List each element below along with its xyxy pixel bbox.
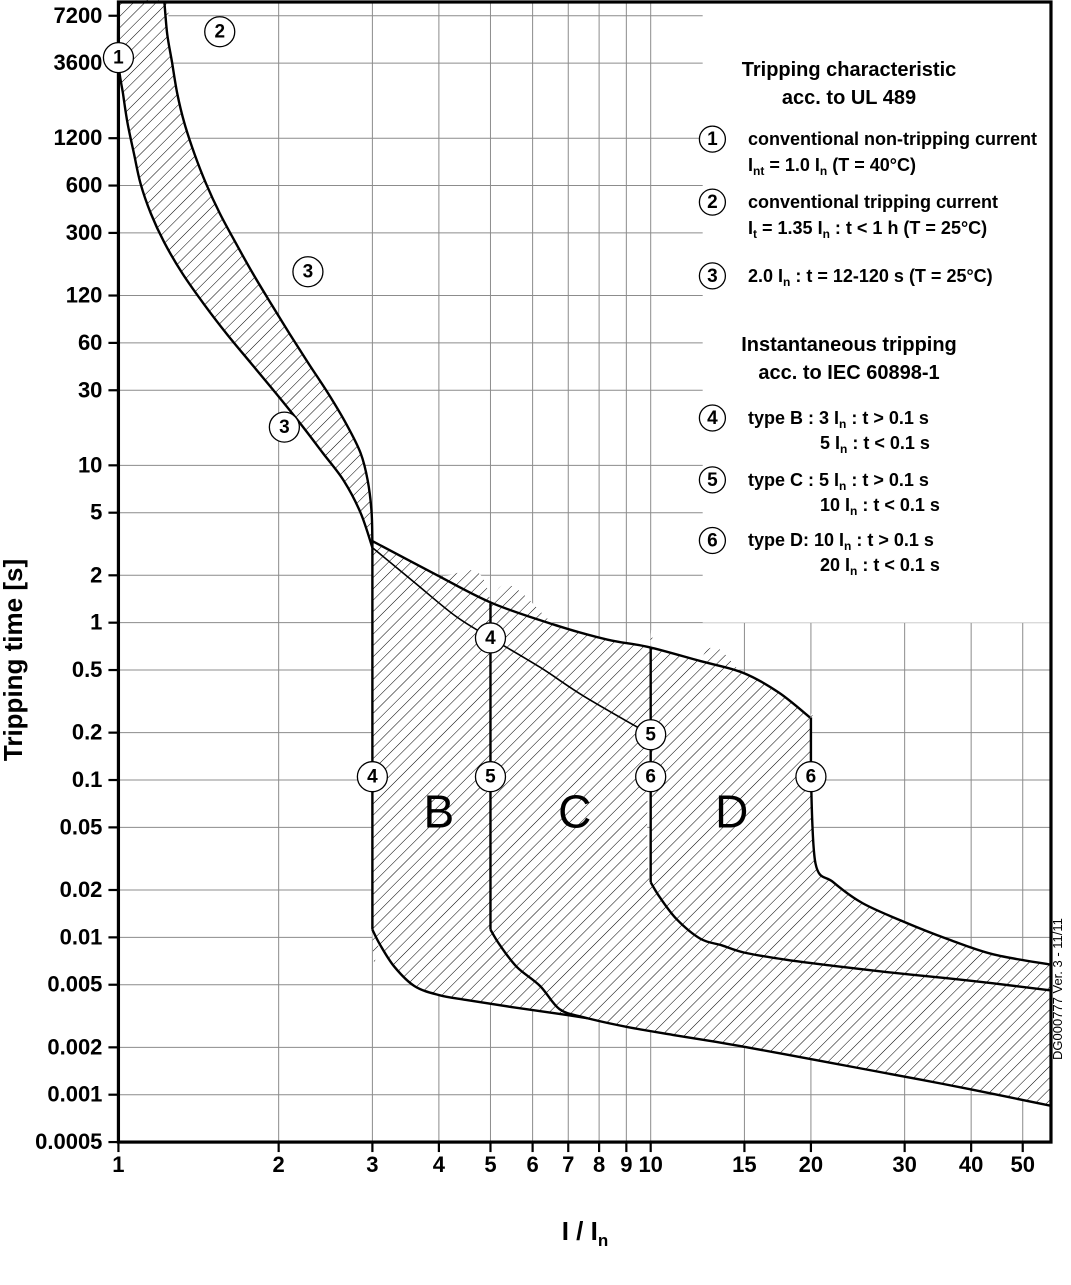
svg-text:acc. to UL 489: acc. to UL 489 xyxy=(782,87,916,109)
svg-text:0.002: 0.002 xyxy=(47,1034,102,1059)
svg-text:3: 3 xyxy=(279,417,290,438)
svg-text:Tripping characteristic: Tripping characteristic xyxy=(742,59,957,81)
svg-text:1200: 1200 xyxy=(53,125,102,150)
svg-text:50: 50 xyxy=(1010,1152,1034,1177)
svg-text:B: B xyxy=(424,785,455,837)
svg-text:6: 6 xyxy=(707,531,718,552)
svg-text:3600: 3600 xyxy=(53,50,102,75)
svg-text:type B : 3 In : t > 0.1 s: type B : 3 In : t > 0.1 s xyxy=(748,408,929,431)
svg-text:5 In : t < 0.1 s: 5 In : t < 0.1 s xyxy=(820,433,930,456)
svg-text:7: 7 xyxy=(562,1152,574,1177)
svg-text:0.5: 0.5 xyxy=(72,657,103,682)
svg-text:D: D xyxy=(715,785,748,837)
svg-text:Instantaneous tripping: Instantaneous tripping xyxy=(741,334,957,356)
svg-text:2: 2 xyxy=(90,562,102,587)
svg-text:300: 300 xyxy=(66,220,103,245)
svg-text:4: 4 xyxy=(367,767,378,788)
svg-text:DG000777 Ver. 3 - 11/11: DG000777 Ver. 3 - 11/11 xyxy=(1050,918,1065,1060)
svg-text:15: 15 xyxy=(732,1152,756,1177)
svg-text:2: 2 xyxy=(707,192,718,213)
svg-text:1: 1 xyxy=(707,129,718,150)
svg-text:30: 30 xyxy=(78,377,102,402)
svg-text:acc. to IEC 60898-1: acc. to IEC 60898-1 xyxy=(758,362,939,384)
svg-text:It = 1.35 In : t < 1 h (T = 25: It = 1.35 In : t < 1 h (T = 25°C) xyxy=(748,218,987,241)
svg-text:0.1: 0.1 xyxy=(72,767,103,792)
svg-text:0.05: 0.05 xyxy=(60,814,103,839)
svg-text:0.01: 0.01 xyxy=(60,924,103,949)
svg-text:1: 1 xyxy=(112,1152,124,1177)
svg-text:30: 30 xyxy=(892,1152,916,1177)
svg-text:6: 6 xyxy=(806,767,817,788)
svg-text:120: 120 xyxy=(66,283,103,308)
svg-text:10: 10 xyxy=(78,452,102,477)
svg-text:4: 4 xyxy=(707,408,718,429)
svg-text:2: 2 xyxy=(273,1152,285,1177)
svg-text:0.0005: 0.0005 xyxy=(35,1129,102,1154)
svg-text:3: 3 xyxy=(707,266,718,287)
svg-text:0.001: 0.001 xyxy=(47,1082,102,1107)
svg-text:Int = 1.0 In (T = 40°C): Int = 1.0 In (T = 40°C) xyxy=(748,155,916,178)
svg-text:5: 5 xyxy=(645,725,656,746)
svg-text:2: 2 xyxy=(214,22,225,43)
svg-text:3: 3 xyxy=(303,262,314,283)
svg-text:0.2: 0.2 xyxy=(72,720,103,745)
svg-text:1: 1 xyxy=(90,610,102,635)
svg-text:5: 5 xyxy=(485,767,496,788)
svg-text:20: 20 xyxy=(799,1152,823,1177)
svg-text:conventional tripping current: conventional tripping current xyxy=(748,192,998,212)
svg-text:1: 1 xyxy=(113,48,124,69)
svg-text:9: 9 xyxy=(620,1152,632,1177)
svg-text:C: C xyxy=(558,785,591,837)
svg-text:6: 6 xyxy=(526,1152,538,1177)
svg-text:6: 6 xyxy=(645,767,656,788)
svg-text:conventional non-tripping curr: conventional non-tripping current xyxy=(748,129,1037,149)
svg-text:5: 5 xyxy=(90,500,102,525)
svg-text:3: 3 xyxy=(366,1152,378,1177)
svg-text:Tripping time [s]: Tripping time [s] xyxy=(0,559,28,761)
svg-text:8: 8 xyxy=(593,1152,605,1177)
svg-text:5: 5 xyxy=(484,1152,496,1177)
svg-text:4: 4 xyxy=(485,628,496,649)
svg-text:type C : 5 In : t > 0.1 s: type C : 5 In : t > 0.1 s xyxy=(748,470,929,493)
svg-text:0.02: 0.02 xyxy=(60,877,103,902)
svg-text:5: 5 xyxy=(707,470,718,491)
svg-text:10: 10 xyxy=(638,1152,662,1177)
svg-text:0.005: 0.005 xyxy=(47,972,102,997)
svg-text:60: 60 xyxy=(78,330,102,355)
svg-text:40: 40 xyxy=(959,1152,983,1177)
svg-text:600: 600 xyxy=(66,173,103,198)
svg-text:7200: 7200 xyxy=(53,3,102,28)
svg-text:4: 4 xyxy=(433,1152,446,1177)
svg-text:20 In : t < 0.1 s: 20 In : t < 0.1 s xyxy=(820,555,940,578)
svg-text:type D: 10 In : t > 0.1 s: type D: 10 In : t > 0.1 s xyxy=(748,530,934,553)
svg-text:10 In : t < 0.1 s: 10 In : t < 0.1 s xyxy=(820,495,940,518)
